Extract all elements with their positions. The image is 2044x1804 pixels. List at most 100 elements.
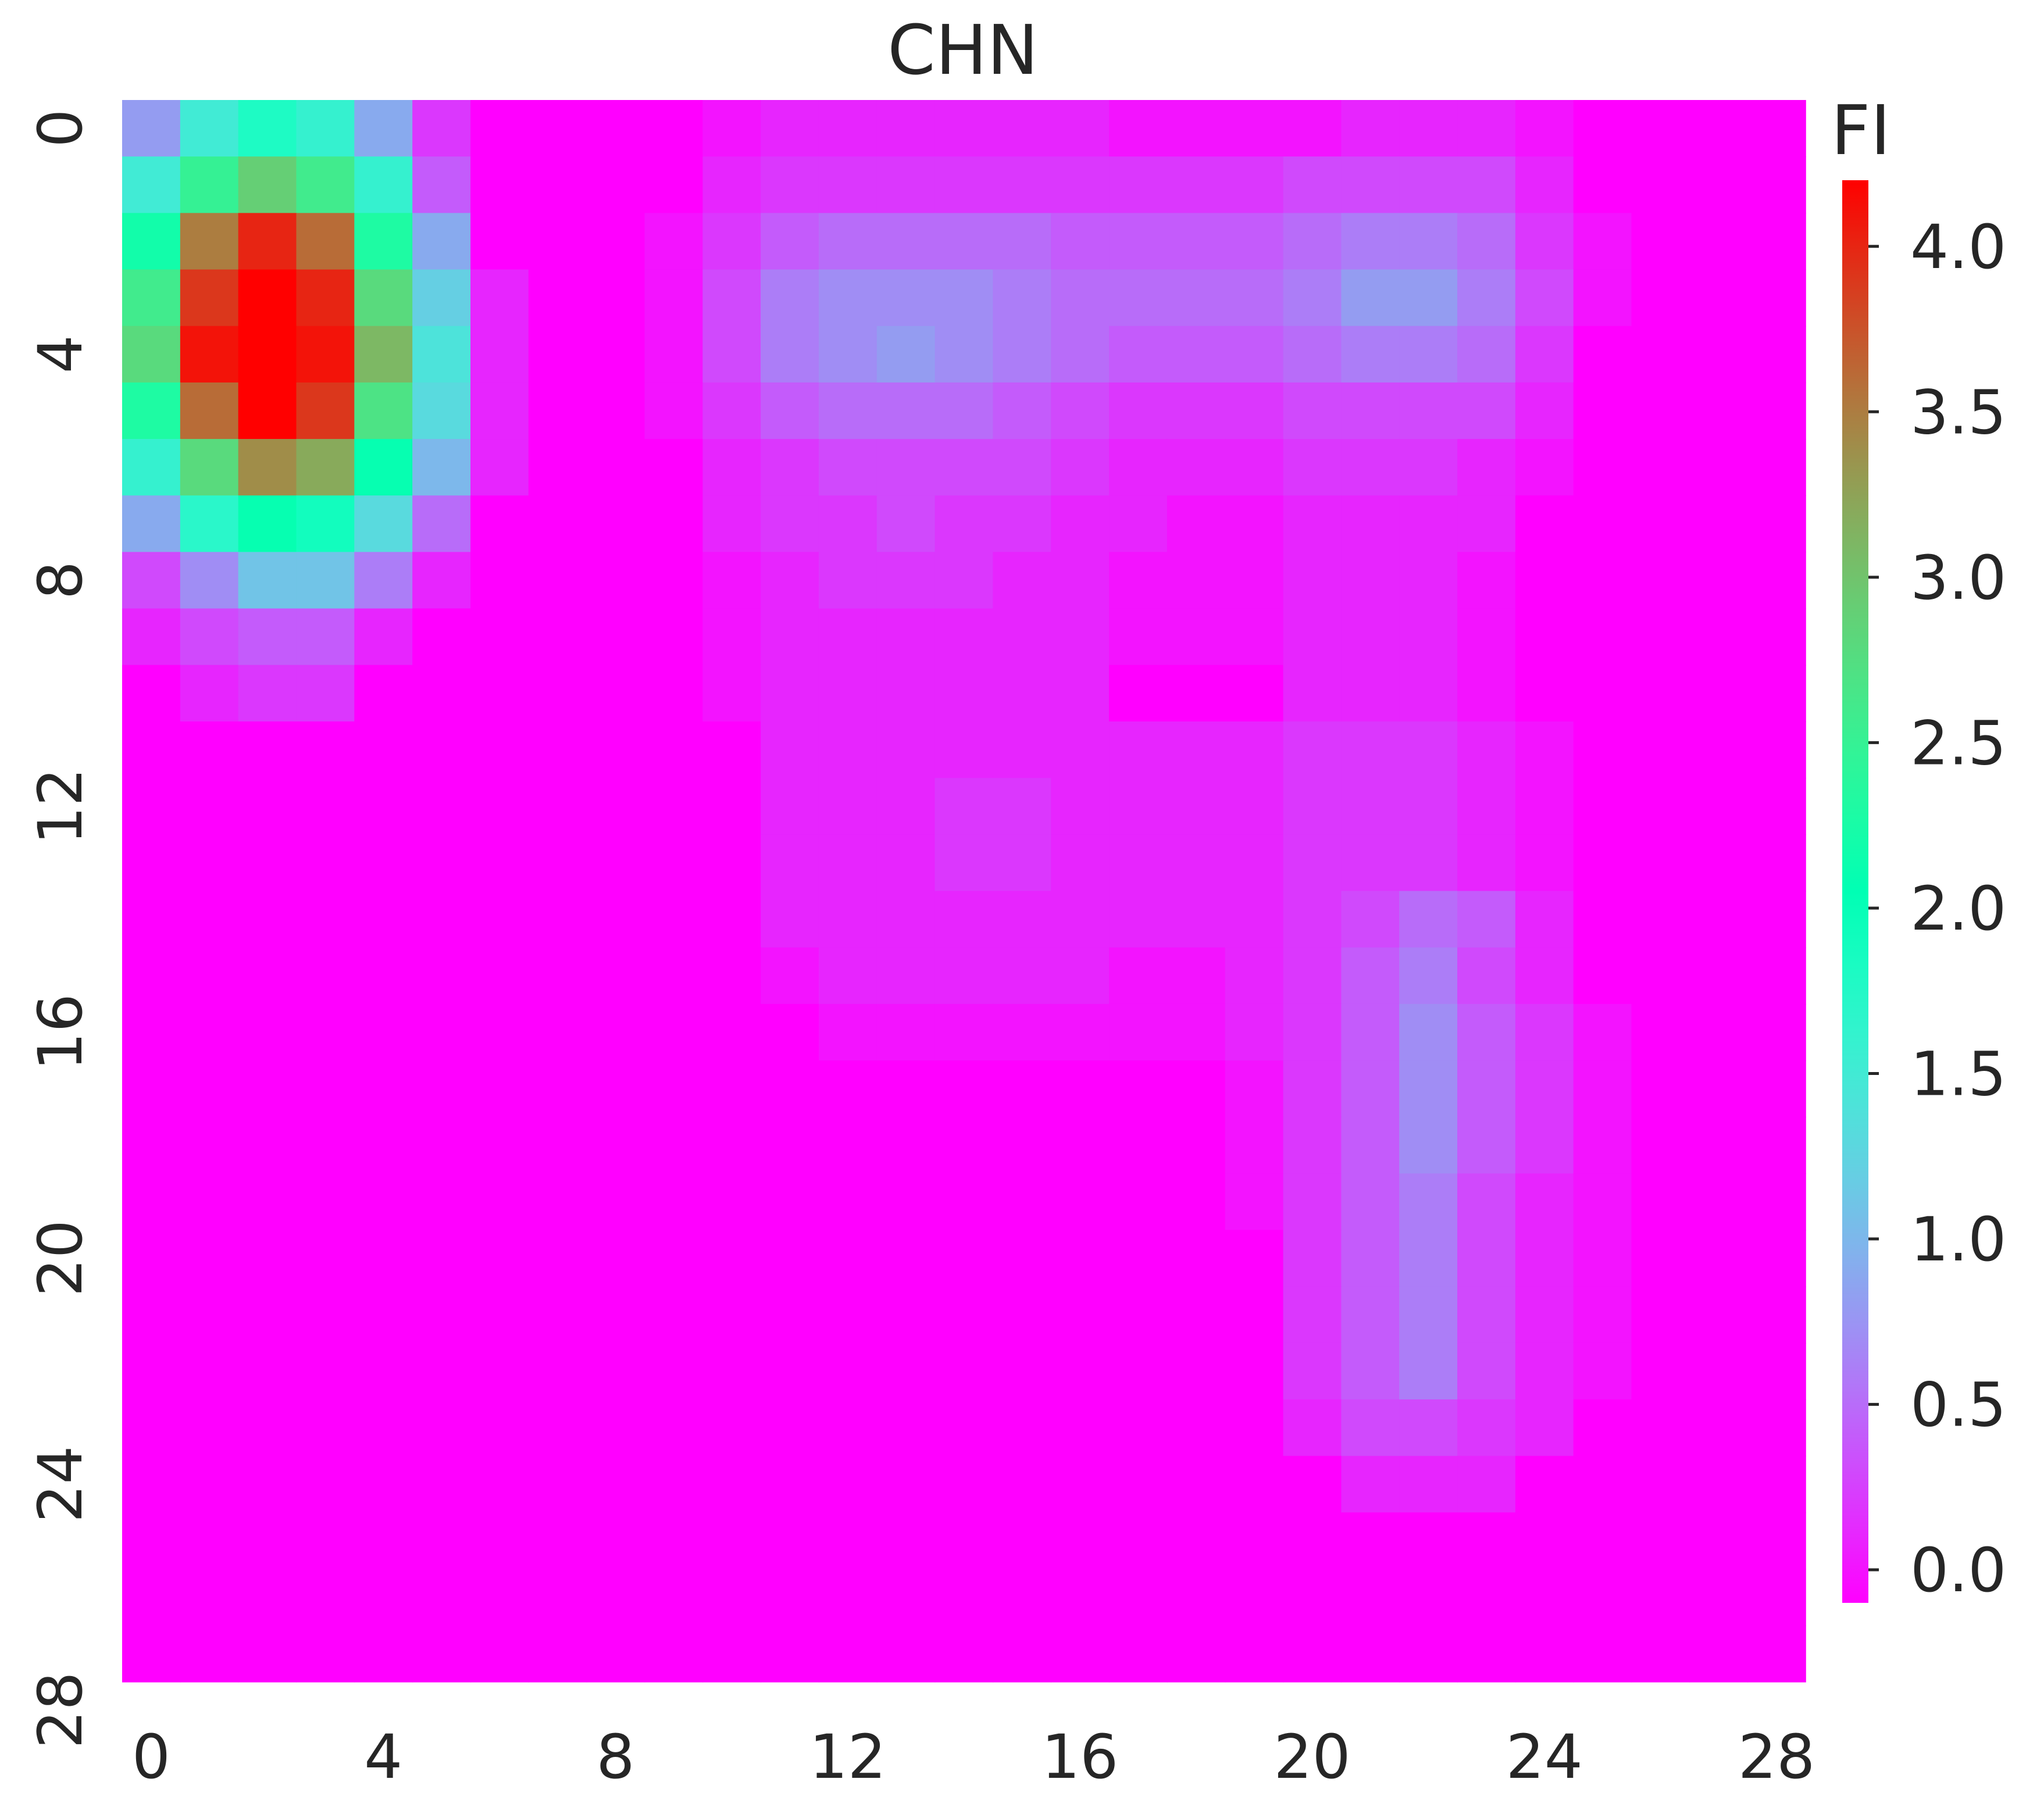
heatmap-cell [586, 213, 645, 270]
heatmap-cell [1631, 834, 1690, 892]
heatmap-cell [1747, 1512, 1806, 1570]
heatmap-cell [761, 1003, 819, 1061]
heatmap-cell [470, 665, 529, 722]
heatmap-cell [818, 100, 877, 157]
heatmap-cell [586, 1286, 645, 1344]
heatmap-cell [818, 156, 877, 214]
heatmap-cell [818, 947, 877, 1005]
heatmap-cell [644, 721, 704, 778]
heatmap-cell [934, 495, 994, 553]
heatmap-cell [1341, 156, 1400, 214]
heatmap-cell [702, 778, 761, 835]
heatmap-cell [1747, 326, 1806, 383]
heatmap-cell [993, 1399, 1052, 1457]
heatmap-cell [586, 552, 645, 609]
heatmap-cell [1283, 269, 1342, 327]
heatmap-cell [1457, 100, 1516, 157]
heatmap-cell [180, 1060, 239, 1118]
heatmap-cell [1457, 495, 1516, 553]
heatmap-cell [876, 1173, 936, 1231]
heatmap-cell [354, 1230, 413, 1287]
heatmap-cell [934, 778, 994, 835]
heatmap-cell [1109, 1173, 1168, 1231]
heatmap-cell [1051, 1399, 1110, 1457]
heatmap-cell [644, 1399, 704, 1457]
heatmap-cell [1167, 1230, 1226, 1287]
heatmap-cell [1515, 439, 1574, 496]
heatmap-cell [934, 269, 994, 327]
heatmap-cell [644, 1286, 704, 1344]
heatmap-cell [644, 213, 704, 270]
heatmap-cell [180, 269, 239, 327]
heatmap-cell [1283, 1456, 1342, 1513]
heatmap-cell [818, 439, 877, 496]
heatmap-cell [1747, 1456, 1806, 1513]
heatmap-cell [1747, 382, 1806, 440]
heatmap-cell [238, 1230, 297, 1287]
colorbar-tick-label: 1.5 [1910, 1039, 2006, 1110]
heatmap-cell [586, 326, 645, 383]
colorbar-tick-label: 0.5 [1910, 1370, 2006, 1441]
heatmap-cell [1631, 1060, 1690, 1118]
heatmap-cell [238, 552, 297, 609]
heatmap-cell [1225, 721, 1284, 778]
heatmap-cell [1283, 439, 1342, 496]
heatmap-cell [818, 1117, 877, 1174]
heatmap-cell [1399, 1173, 1458, 1231]
heatmap-cell [702, 1569, 761, 1626]
heatmap-cell [296, 665, 355, 722]
heatmap-cell [993, 1286, 1052, 1344]
heatmap-cell [702, 1512, 761, 1570]
heatmap-cell [1631, 1173, 1690, 1231]
heatmap-cell [586, 1569, 645, 1626]
heatmap-cell [1631, 495, 1690, 553]
heatmap-cell [1515, 778, 1574, 835]
heatmap-cell [1457, 156, 1516, 214]
heatmap-cell [470, 495, 529, 553]
heatmap-cell [1689, 1173, 1748, 1231]
heatmap-cell [412, 1456, 471, 1513]
heatmap-cell [1341, 326, 1400, 383]
heatmap-cell [1631, 778, 1690, 835]
heatmap-cell [1109, 1060, 1168, 1118]
heatmap-cell [702, 439, 761, 496]
heatmap-cell [702, 1117, 761, 1174]
heatmap-cell [761, 1512, 819, 1570]
colorbar-tick-label: 1.0 [1910, 1204, 2006, 1275]
heatmap-cell [354, 100, 413, 157]
heatmap-cell [412, 1003, 471, 1061]
heatmap-cell [1631, 1625, 1690, 1682]
heatmap-cell [180, 326, 239, 383]
heatmap-cell [1167, 1399, 1226, 1457]
heatmap-cell [122, 891, 181, 948]
heatmap-cell [238, 156, 297, 214]
heatmap-cell [528, 834, 587, 892]
heatmap-cell [528, 552, 587, 609]
heatmap-cell [1457, 1060, 1516, 1118]
heatmap-cell [180, 1003, 239, 1061]
heatmap-cell [1341, 1060, 1400, 1118]
heatmap-cell [702, 100, 761, 157]
heatmap-cell [238, 891, 297, 948]
heatmap-cell [993, 834, 1052, 892]
heatmap-cell [1167, 1625, 1226, 1682]
heatmap-cell [644, 1625, 704, 1682]
heatmap-cell [1457, 778, 1516, 835]
heatmap-cell [1631, 1286, 1690, 1344]
heatmap-cell [993, 269, 1052, 327]
heatmap-cell [1399, 1399, 1458, 1457]
heatmap-cell [354, 891, 413, 948]
heatmap-cell [122, 608, 181, 666]
heatmap-cell [180, 156, 239, 214]
heatmap-cell [296, 1117, 355, 1174]
y-tick-label: 28 [25, 1671, 96, 1748]
heatmap-cell [761, 382, 819, 440]
heatmap-cell [644, 1569, 704, 1626]
heatmap-cell [1399, 1230, 1458, 1287]
y-tick-label: 16 [25, 994, 96, 1070]
heatmap-cell [354, 382, 413, 440]
heatmap-cell [818, 1625, 877, 1682]
heatmap-cell [1515, 1569, 1574, 1626]
colorbar-tick-label: 4.0 [1910, 212, 2006, 283]
heatmap-cell [993, 947, 1052, 1005]
